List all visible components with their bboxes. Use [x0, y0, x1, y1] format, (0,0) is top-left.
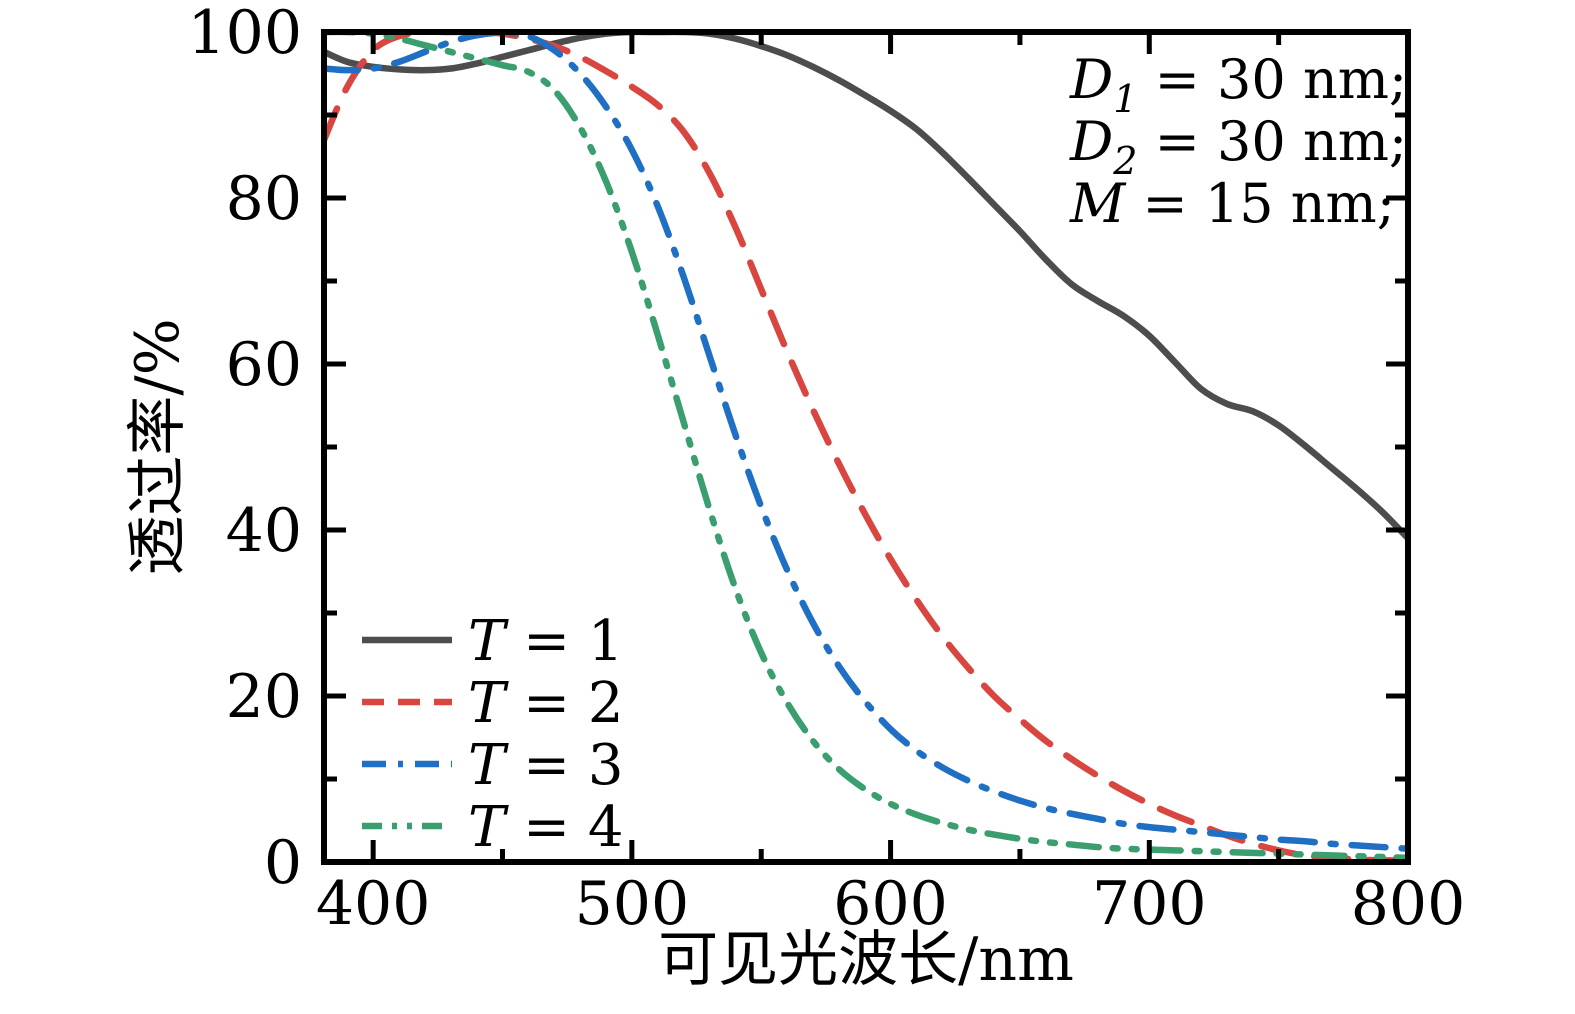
x-tick-label: 600: [833, 869, 948, 939]
legend-label-1: T = 1: [468, 609, 624, 674]
annotation-d2: D2 = 30 nm;: [1069, 110, 1407, 183]
series-line-3: [324, 31, 1408, 852]
y-axis-title: 透过率/%: [123, 318, 193, 575]
series-line-1: [324, 31, 1408, 542]
tick-labels-layer: 400 500 600 700 800 0 20 40 60 80 100: [187, 0, 1465, 939]
annotation-m: M = 15 nm;: [1069, 172, 1395, 235]
x-tick-label: 800: [1351, 869, 1466, 939]
annotation-symbol: D: [1069, 110, 1113, 173]
y-tick-label: 0: [264, 828, 302, 898]
x-tick-label: 400: [316, 869, 431, 939]
x-tick-label: 500: [575, 869, 690, 939]
annotation-symbol: D: [1069, 48, 1113, 111]
legend-label-4: T = 4: [468, 795, 624, 860]
annotation-value: = 30 nm;: [1137, 110, 1407, 173]
series-line-4: [324, 31, 1408, 862]
y-tick-label: 60: [226, 330, 302, 400]
ticks-layer: [324, 29, 1411, 865]
annotation-subscript: 2: [1112, 139, 1137, 183]
y-tick-label: 40: [226, 496, 302, 566]
y-tick-label: 20: [226, 662, 302, 732]
y-tick-label: 80: [226, 164, 302, 234]
annotation-d1: D1 = 30 nm;: [1069, 48, 1407, 121]
annotation-value: = 30 nm;: [1137, 48, 1407, 111]
annotation-subscript: 1: [1113, 77, 1137, 121]
y-tick-label: 100: [187, 0, 302, 68]
annotation-value: = 15 nm;: [1125, 172, 1395, 235]
parameter-annotation: D1 = 30 nm;D2 = 30 nm;M = 15 nm;: [1069, 48, 1407, 235]
annotation-symbol: M: [1069, 172, 1127, 235]
legend-label-2: T = 2: [468, 671, 624, 736]
x-axis-title: 可见光波长/nm: [658, 925, 1074, 995]
x-tick-label: 700: [1092, 869, 1207, 939]
legend-label-3: T = 3: [468, 733, 624, 798]
chart-legend: T = 1T = 2T = 3T = 4: [362, 609, 624, 860]
